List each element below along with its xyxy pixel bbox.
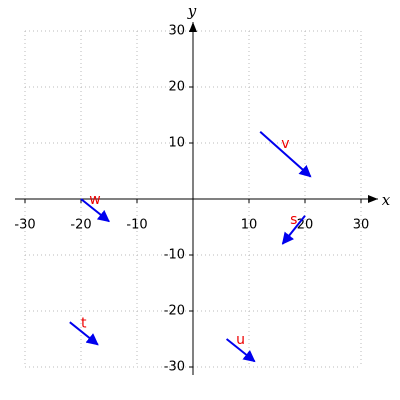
y-tick-label: 30 [168,24,185,39]
x-tick-label: 20 [297,218,314,233]
y-tick-label: -30 [164,360,185,375]
vector-label: w [89,192,100,208]
vector-arrow [259,131,312,178]
y-tick-label: 20 [168,80,185,95]
vector-arrow [225,338,256,363]
vector-label: t [81,315,87,331]
y-tick-label: -10 [164,248,185,263]
vector-label: v [281,136,289,152]
vector-arrow [80,198,110,223]
x-tick-label: 30 [353,218,370,233]
vector-label: s [290,212,297,228]
y-axis-label: y [187,2,197,20]
x-tick-label: -10 [126,218,147,233]
y-tick-label: 10 [168,136,185,151]
x-axis-label: x [382,191,391,209]
x-tick-label: -20 [70,218,91,233]
y-tick-label: -20 [164,304,185,319]
vector-arrow [281,215,306,245]
x-tick-label: 10 [241,218,258,233]
x-tick-label: -30 [14,218,35,233]
vector-label: u [236,332,245,348]
vector-arrow [69,321,99,346]
